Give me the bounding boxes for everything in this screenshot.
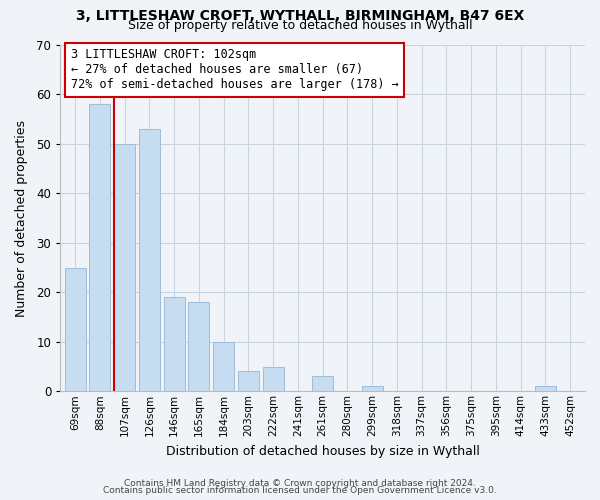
Text: 3, LITTLESHAW CROFT, WYTHALL, BIRMINGHAM, B47 6EX: 3, LITTLESHAW CROFT, WYTHALL, BIRMINGHAM… bbox=[76, 9, 524, 23]
Bar bbox=[164, 298, 185, 392]
Text: 3 LITTLESHAW CROFT: 102sqm
← 27% of detached houses are smaller (67)
72% of semi: 3 LITTLESHAW CROFT: 102sqm ← 27% of deta… bbox=[71, 48, 398, 92]
Y-axis label: Number of detached properties: Number of detached properties bbox=[15, 120, 28, 316]
Bar bbox=[213, 342, 234, 392]
Bar bbox=[65, 268, 86, 392]
Bar bbox=[263, 366, 284, 392]
Bar bbox=[362, 386, 383, 392]
Text: Contains public sector information licensed under the Open Government Licence v3: Contains public sector information licen… bbox=[103, 486, 497, 495]
Bar bbox=[114, 144, 135, 392]
Bar bbox=[238, 372, 259, 392]
X-axis label: Distribution of detached houses by size in Wythall: Distribution of detached houses by size … bbox=[166, 444, 479, 458]
Bar bbox=[139, 129, 160, 392]
Bar bbox=[312, 376, 333, 392]
Text: Size of property relative to detached houses in Wythall: Size of property relative to detached ho… bbox=[128, 19, 472, 32]
Bar bbox=[89, 104, 110, 392]
Bar bbox=[535, 386, 556, 392]
Bar bbox=[188, 302, 209, 392]
Text: Contains HM Land Registry data © Crown copyright and database right 2024.: Contains HM Land Registry data © Crown c… bbox=[124, 478, 476, 488]
